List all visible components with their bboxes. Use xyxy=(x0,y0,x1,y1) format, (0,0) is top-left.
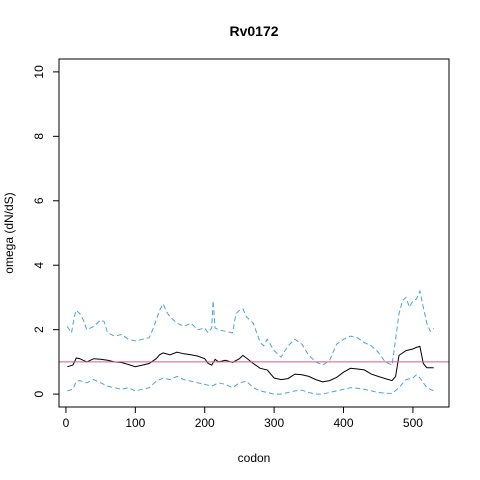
x-axis: 0 100 200 300 400 500 xyxy=(63,406,423,430)
x-tick-label: 500 xyxy=(403,416,423,430)
y-tick-label: 10 xyxy=(32,65,46,79)
y-tick-label: 6 xyxy=(32,197,46,204)
x-tick-label: 100 xyxy=(125,416,145,430)
y-tick-label: 4 xyxy=(32,262,46,269)
series-lower-line xyxy=(67,374,434,395)
y-tick-label: 0 xyxy=(32,390,46,397)
series-layer xyxy=(66,289,435,395)
series-estimate-line xyxy=(67,345,434,383)
x-tick-label: 200 xyxy=(195,416,215,430)
x-tick-label: 300 xyxy=(264,416,284,430)
y-tick-label: 2 xyxy=(32,326,46,333)
y-tick-label: 8 xyxy=(32,133,46,140)
x-tick-label: 0 xyxy=(63,416,70,430)
x-tick-label: 400 xyxy=(334,416,354,430)
y-axis-label: omega (dN/dS) xyxy=(2,192,16,273)
chart-title: Rv0172 xyxy=(229,23,278,39)
x-axis-label: codon xyxy=(238,451,271,465)
y-axis: 0 2 4 6 8 10 xyxy=(32,65,60,397)
series-upper-line xyxy=(66,289,435,366)
